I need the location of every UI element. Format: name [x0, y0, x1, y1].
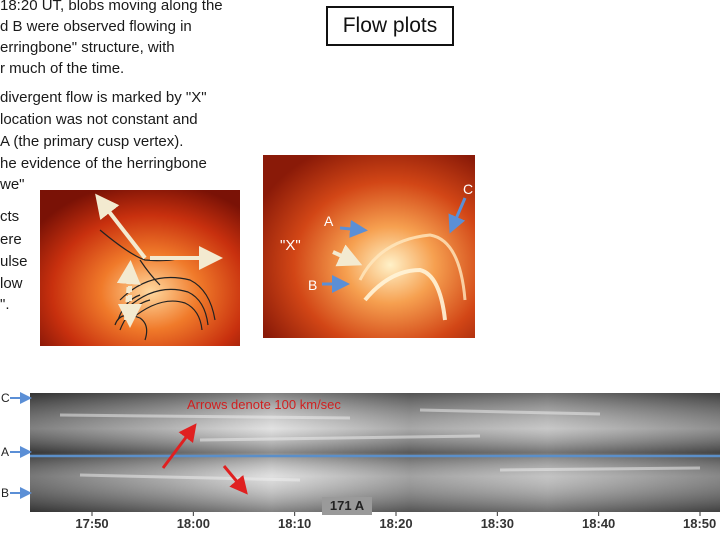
image-label: A	[324, 213, 334, 229]
text-line: low	[0, 275, 23, 292]
text-line: divergent flow is marked by "X"	[0, 89, 207, 106]
time-tick-label: 17:50	[75, 516, 108, 531]
text-line: he evidence of the herringbone	[0, 155, 207, 172]
time-axis: 17:50 18:00 18:10 18:20 18:30 18:40 18:50	[75, 512, 716, 531]
time-tick-label: 18:30	[481, 516, 514, 531]
row-label: C	[1, 391, 10, 405]
time-tick-label: 18:10	[278, 516, 311, 531]
wavelength-label: 171 A	[330, 498, 365, 513]
text-line: r much of the time.	[0, 60, 125, 77]
time-tick-label: 18:40	[582, 516, 615, 531]
note: Arrows denote 100 km/sec	[187, 397, 341, 412]
text-line: ulse	[0, 253, 28, 270]
left-image	[40, 190, 240, 346]
text-line: cts	[0, 208, 20, 225]
text-line: A (the primary cusp vertex).	[0, 133, 184, 150]
text-line: 18:20 UT, blobs moving along the	[0, 0, 223, 14]
text-line: d B were observed flowing in	[0, 18, 192, 35]
text-line: location was not constant and	[0, 111, 198, 128]
text-line: ere	[0, 231, 22, 248]
image-label: C	[463, 181, 473, 197]
text-line: ".	[0, 296, 10, 313]
slide-title: Flow plots	[326, 6, 454, 46]
right-image: C A "X" B	[263, 155, 475, 338]
row-label: A	[1, 445, 9, 459]
time-tick-label: 18:00	[177, 516, 210, 531]
image-label: "X"	[280, 237, 301, 254]
image-label: B	[308, 277, 317, 293]
text-line: we"	[0, 176, 25, 193]
text-line: erringbone" structure, with	[0, 39, 175, 56]
time-tick-label: 18:50	[683, 516, 716, 531]
time-tick-label: 18:20	[379, 516, 412, 531]
stack-plot: C A B Arrows denote 100 km/sec 171 A 17:…	[1, 391, 720, 531]
row-label: B	[1, 486, 9, 500]
